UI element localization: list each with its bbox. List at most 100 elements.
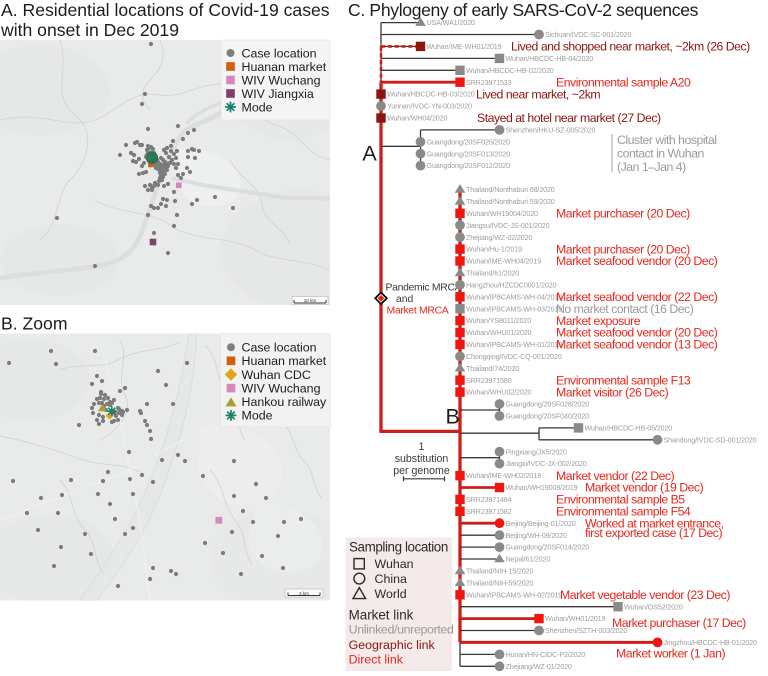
svg-text:Worked at market entrance,: Worked at market entrance, — [585, 516, 724, 530]
svg-text:Market exposure: Market exposure — [556, 314, 641, 328]
svg-text:Environmental sample F13: Environmental sample F13 — [556, 373, 691, 387]
svg-text:C. Phylogeny of early SARS-CoV: C. Phylogeny of early SARS-CoV-2 sequenc… — [348, 0, 699, 20]
svg-text:contact in Wuhan: contact in Wuhan — [617, 147, 704, 161]
svg-text:Case location: Case location — [242, 341, 317, 355]
svg-text:Guangdong/20SF014/2020: Guangdong/20SF014/2020 — [506, 543, 590, 552]
svg-text:Zhejiang/WZ-01/2020: Zhejiang/WZ-01/2020 — [506, 662, 572, 671]
svg-text:Pandemic MRCA: Pandemic MRCA — [386, 282, 462, 293]
svg-text:Wuhan/IPBCAMS-WH-04/2019: Wuhan/IPBCAMS-WH-04/2019 — [466, 292, 562, 301]
svg-text:Pingxiang/JX5/2020: Pingxiang/JX5/2020 — [506, 447, 567, 456]
svg-text:Jingzhou/HBCDC-HB-01/2020: Jingzhou/HBCDC-HB-01/2020 — [664, 638, 757, 647]
svg-text:Jiangsu/IVDC-JS-001/2020: Jiangsu/IVDC-JS-001/2020 — [466, 221, 550, 230]
svg-text:WIV Wuchang: WIV Wuchang — [242, 381, 321, 395]
svg-text:Wuhan/HBCDC-HB-02/2020: Wuhan/HBCDC-HB-02/2020 — [466, 66, 554, 75]
svg-text:Environmental sample B5: Environmental sample B5 — [556, 493, 685, 507]
svg-text:Wuhan/YS8011/2020: Wuhan/YS8011/2020 — [466, 316, 531, 325]
svg-text:Wuhan/HBCDC-HB-04/2020: Wuhan/HBCDC-HB-04/2020 — [506, 54, 594, 63]
svg-text:Market vendor (22 Dec): Market vendor (22 Dec) — [556, 469, 675, 483]
svg-text:Jiangxi/IVDC-JX-002/2020: Jiangxi/IVDC-JX-002/2020 — [506, 459, 587, 468]
svg-text:and: and — [396, 294, 414, 305]
svg-text:Stayed at hotel near market (2: Stayed at hotel near market (27 Dec) — [477, 111, 661, 125]
svg-text:substitution: substitution — [395, 453, 449, 465]
svg-text:Mode: Mode — [242, 409, 273, 423]
svg-text:No market contact (16 Dec): No market contact (16 Dec) — [556, 302, 694, 316]
svg-text:Wuhan/HBCDC-HB-03/2020: Wuhan/HBCDC-HB-03/2020 — [387, 90, 475, 99]
svg-text:Wuhan/WH19004/2020: Wuhan/WH19004/2020 — [466, 209, 538, 218]
svg-text:Guangdong/20SF013/2020: Guangdong/20SF013/2020 — [427, 149, 511, 158]
svg-text:Wuhan/WHU02/2020: Wuhan/WHU02/2020 — [466, 388, 532, 397]
svg-text:Market worker (1 Jan): Market worker (1 Jan) — [616, 646, 725, 660]
svg-text:Hankou railway: Hankou railway — [242, 395, 328, 409]
svg-text:Sichuan/IVDC-SC-001/2020: Sichuan/IVDC-SC-001/2020 — [545, 30, 631, 39]
svg-text:Market visitor (26 Dec): Market visitor (26 Dec) — [556, 385, 669, 399]
svg-text:Shandong/IVDC-SD-001/2020: Shandong/IVDC-SD-001/2020 — [664, 435, 757, 444]
svg-text:Wuhan/IPBCAMS-WH-03/2019: Wuhan/IPBCAMS-WH-03/2019 — [466, 304, 562, 313]
svg-text:Guangdong/20SF040/2020: Guangdong/20SF040/2020 — [506, 412, 590, 421]
svg-text:Geographic link: Geographic link — [349, 638, 436, 652]
svg-text:Wuhan/IME-WH01/2019: Wuhan/IME-WH01/2019 — [427, 42, 502, 51]
svg-text:WIV Wuchang: WIV Wuchang — [242, 73, 321, 87]
svg-text:Thailand/74/2020: Thailand/74/2020 — [466, 364, 519, 373]
svg-text:Market MRCA: Market MRCA — [387, 306, 449, 317]
svg-text:Unlinked/unreported: Unlinked/unreported — [349, 623, 454, 637]
svg-text:Zhejiang/WZ-02/2020: Zhejiang/WZ-02/2020 — [466, 233, 532, 242]
svg-text:Market seafood vendor (20 Dec): Market seafood vendor (20 Dec) — [556, 254, 718, 268]
svg-text:3 km: 3 km — [299, 591, 309, 596]
svg-text:Mode: Mode — [242, 100, 273, 114]
svg-text:Wuhan/WH01/2019: Wuhan/WH01/2019 — [545, 614, 605, 623]
svg-text:(Jan 1–Jan 4): (Jan 1–Jan 4) — [617, 160, 686, 174]
svg-text:Thailand/Nonthaburi 59/2020: Thailand/Nonthaburi 59/2020 — [466, 197, 555, 206]
svg-text:Huanan market: Huanan market — [242, 60, 327, 74]
svg-text:Wuhan/OS52/2020: Wuhan/OS52/2020 — [624, 602, 683, 611]
svg-text:Wuhan/IME-WH04/2019: Wuhan/IME-WH04/2019 — [466, 257, 541, 266]
svg-text:A: A — [362, 141, 377, 165]
svg-text:A. Residential locations of Co: A. Residential locations of Covid-19 cas… — [1, 0, 330, 20]
svg-text:Hangzhou/HZCDC0001/2020: Hangzhou/HZCDC0001/2020 — [466, 280, 557, 289]
svg-text:Wuhan/IPBCAMS-WH-01/2019: Wuhan/IPBCAMS-WH-01/2019 — [466, 340, 562, 349]
svg-text:Market link: Market link — [349, 608, 414, 623]
svg-text:Wuhan/IME-WH02/2019: Wuhan/IME-WH02/2019 — [466, 471, 541, 480]
svg-text:Wuhan/WH19008/2019: Wuhan/WH19008/2019 — [506, 483, 578, 492]
svg-text:Sampling location: Sampling location — [349, 540, 448, 555]
svg-text:Hunan/HN-CIDC-P2/2020: Hunan/HN-CIDC-P2/2020 — [506, 650, 586, 659]
svg-text:Chongqing/IVDC-CQ-001/2020: Chongqing/IVDC-CQ-001/2020 — [466, 352, 562, 361]
svg-text:USA/WA1/2020: USA/WA1/2020 — [427, 18, 475, 27]
svg-text:Lived near market, ~2km: Lived near market, ~2km — [476, 87, 600, 101]
svg-text:Beijing/Beijing-01/2020: Beijing/Beijing-01/2020 — [506, 519, 576, 528]
svg-text:Wuhan CDC: Wuhan CDC — [242, 368, 311, 382]
svg-text:World: World — [375, 587, 407, 601]
svg-text:1: 1 — [419, 441, 425, 453]
svg-text:per genome: per genome — [393, 465, 450, 477]
svg-text:Environmental sample A20: Environmental sample A20 — [556, 75, 691, 89]
svg-text:Market purchaser (20 Dec): Market purchaser (20 Dec) — [556, 242, 690, 256]
svg-text:Thailand/61/2020: Thailand/61/2020 — [466, 269, 519, 278]
svg-text:Wuhan/HBCDC-HB-05/2020: Wuhan/HBCDC-HB-05/2020 — [585, 424, 673, 433]
svg-text:Guangdong/20SF025/2020: Guangdong/20SF025/2020 — [427, 137, 511, 146]
svg-text:Cluster with hospital: Cluster with hospital — [617, 133, 717, 147]
svg-text:SRR23971484: SRR23971484 — [466, 495, 512, 504]
svg-text:with onset in Dec 2019: with onset in Dec 2019 — [0, 20, 179, 40]
svg-text:10 km: 10 km — [304, 298, 317, 303]
svg-text:China: China — [375, 572, 407, 586]
svg-text:Market seafood vendor (22 Dec): Market seafood vendor (22 Dec) — [556, 290, 718, 304]
svg-text:Market seafood vendor (13 Dec): Market seafood vendor (13 Dec) — [556, 338, 718, 352]
svg-text:Market vendor (19 Dec): Market vendor (19 Dec) — [585, 481, 704, 495]
svg-text:Wuhan/Hu-1/2019: Wuhan/Hu-1/2019 — [466, 245, 522, 254]
svg-text:SRR23971580: SRR23971580 — [466, 376, 512, 385]
svg-text:SRR23971582: SRR23971582 — [466, 507, 512, 516]
svg-text:Wuhan: Wuhan — [375, 557, 414, 571]
svg-text:first exported case (17 Dec): first exported case (17 Dec) — [585, 526, 722, 540]
svg-text:Thailand/Nonthaburi 68/2020: Thailand/Nonthaburi 68/2020 — [466, 185, 555, 194]
svg-text:Guangdong/20SF012/2020: Guangdong/20SF012/2020 — [427, 161, 511, 170]
svg-text:WIV Jiangxia: WIV Jiangxia — [242, 87, 314, 101]
svg-text:Guangdong/20SF028/2020: Guangdong/20SF028/2020 — [506, 400, 590, 409]
svg-text:Nepal/61/2020: Nepal/61/2020 — [506, 555, 551, 564]
svg-text:B: B — [446, 405, 460, 429]
svg-text:Thailand/NIH-59/2020: Thailand/NIH-59/2020 — [466, 578, 533, 587]
svg-text:Environmental sample F54: Environmental sample F54 — [556, 505, 691, 519]
svg-text:Wuhan/IPBCAMS-WH-02/2019: Wuhan/IPBCAMS-WH-02/2019 — [466, 590, 562, 599]
svg-text:Huanan market: Huanan market — [242, 354, 327, 368]
svg-text:Wuhan/WHU01/2020: Wuhan/WHU01/2020 — [466, 328, 532, 337]
svg-text:Shenzhen/SZTH-003/2020: Shenzhen/SZTH-003/2020 — [545, 626, 627, 635]
svg-text:Shenzhen/HKU-SZ-005/2020: Shenzhen/HKU-SZ-005/2020 — [506, 126, 596, 135]
